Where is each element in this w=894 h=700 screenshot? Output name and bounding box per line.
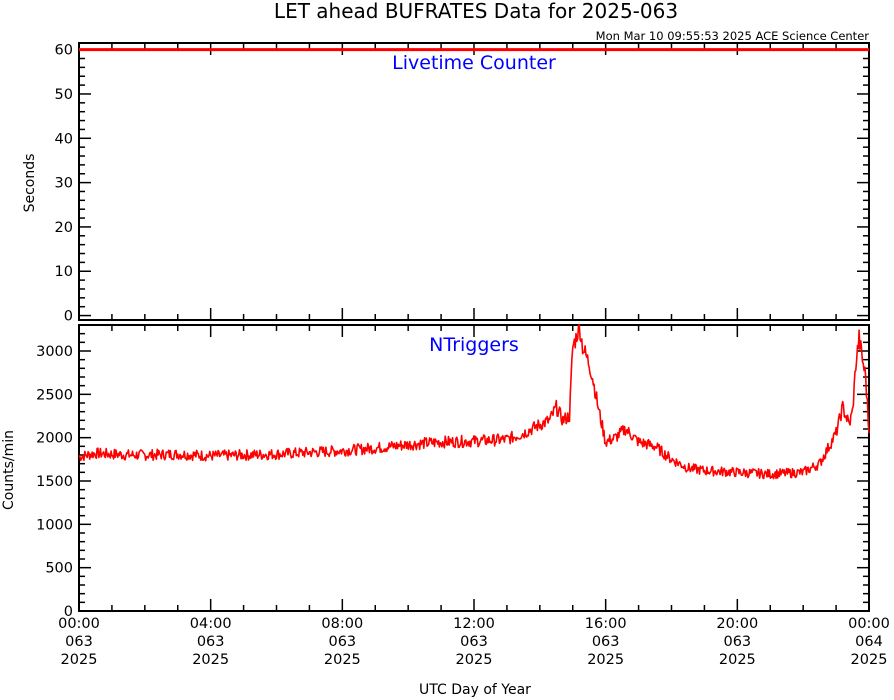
timestamp: Mon Mar 10 09:55:53 2025 ACE Science Cen… — [596, 29, 870, 43]
y-tick-label: 40 — [55, 131, 73, 147]
x-tick-time: 08:00 — [321, 616, 363, 632]
y-axis-title: Seconds — [22, 154, 38, 213]
y-tick-label: 30 — [55, 176, 73, 192]
panel-2: 0 500 1000 1500 2000 2500 3000 Counts/min NTrigg… — [1, 324, 870, 620]
plot-frame — [78, 324, 870, 612]
x-tick-time: 00:00 — [58, 616, 100, 632]
y-tick-label: 0 — [64, 604, 73, 620]
x-tick-label: 12:00 063 2025 — [453, 616, 495, 668]
x-tick-label: 08:00 063 2025 — [321, 616, 363, 668]
x-tick-time: 00:00 — [848, 616, 890, 632]
x-tick-doy: 064 — [855, 634, 883, 650]
plot-frame — [78, 42, 870, 321]
x-tick-labels: 00:00063202504:00063202508:00063202512:0… — [58, 616, 890, 668]
x-tick-year: 2025 — [719, 652, 756, 668]
panel-label: NTriggers — [429, 334, 519, 356]
x-tick-year: 2025 — [324, 652, 361, 668]
y-tick-label: 2500 — [36, 387, 73, 403]
x-tick-label: 00:00 063 2025 — [58, 616, 100, 668]
x-tick-time: 20:00 — [716, 616, 758, 632]
panel-label: Livetime Counter — [392, 52, 556, 74]
x-tick-doy: 063 — [460, 634, 488, 650]
x-tick-time: 16:00 — [585, 616, 627, 632]
x-tick-label: 04:00 063 2025 — [190, 616, 232, 668]
x-tick-doy: 063 — [723, 634, 751, 650]
y-tick-label: 1000 — [36, 517, 73, 533]
series-line — [78, 324, 870, 480]
y-tick-label: 500 — [45, 561, 73, 577]
plot-panels: 0 10 20 30 40 50 60 Seconds Livetime Counter 0 500… — [1, 42, 890, 668]
x-tick-label: 00:00 064 2025 — [848, 616, 890, 668]
x-tick-doy: 063 — [197, 634, 225, 650]
y-tick-label: 60 — [55, 43, 73, 59]
x-tick-time: 04:00 — [190, 616, 232, 632]
x-tick-doy: 063 — [65, 634, 93, 650]
x-tick-year: 2025 — [192, 652, 229, 668]
x-tick-doy: 063 — [328, 634, 356, 650]
y-tick-label: 0 — [64, 309, 73, 325]
y-tick-label: 3000 — [36, 344, 73, 360]
x-tick-year: 2025 — [61, 652, 98, 668]
x-tick-doy: 063 — [592, 634, 620, 650]
x-tick-year: 2025 — [456, 652, 493, 668]
x-tick-year: 2025 — [587, 652, 624, 668]
y-tick-label: 2000 — [36, 431, 73, 447]
y-tick-label: 10 — [55, 264, 73, 280]
panel-1: 0 10 20 30 40 50 60 Seconds Livetime Counter — [22, 42, 870, 325]
x-tick-label: 16:00 063 2025 — [585, 616, 627, 668]
y-tick-label: 50 — [55, 87, 73, 103]
x-tick-time: 12:00 — [453, 616, 495, 632]
chart-title: LET ahead BUFRATES Data for 2025-063 — [274, 0, 678, 23]
x-tick-year: 2025 — [851, 652, 888, 668]
x-axis-title: UTC Day of Year — [419, 682, 531, 698]
y-tick-label: 20 — [55, 220, 73, 236]
y-axis-title: Counts/min — [1, 430, 17, 510]
x-tick-label: 20:00 063 2025 — [716, 616, 758, 668]
y-tick-label: 1500 — [36, 474, 73, 490]
